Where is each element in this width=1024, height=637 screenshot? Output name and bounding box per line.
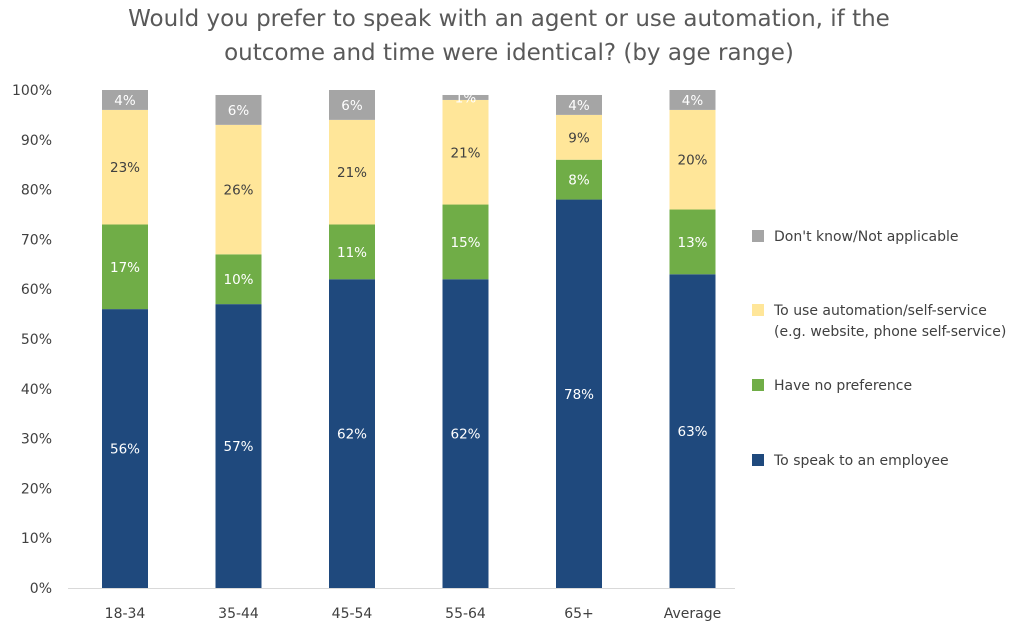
data-label: 4% — [682, 93, 704, 109]
x-tick-label: Average — [664, 606, 722, 622]
legend-label: Don't know/Not applicable — [774, 229, 959, 245]
data-label: 21% — [337, 165, 367, 181]
bar-segment — [102, 90, 148, 110]
bar-stack: 62% 15% 21% 1% — [442, 90, 489, 588]
bar-segment — [102, 309, 148, 588]
bar-segment — [102, 109, 148, 225]
legend-item: Don't know/Not applicable — [752, 229, 959, 245]
legend-label: To speak to an employee — [773, 453, 949, 469]
data-label: 1% — [455, 90, 477, 106]
bar-stack: 57% 10% 26% 6% — [215, 94, 262, 588]
y-tick-label: 50% — [21, 332, 52, 348]
data-label: 62% — [337, 427, 367, 443]
bar-segment — [442, 94, 489, 100]
data-label: 56% — [110, 442, 140, 458]
chart-title-line: outcome and time were identical? (by age… — [224, 40, 794, 66]
data-label: 15% — [450, 235, 480, 251]
x-tick-label: 45-54 — [332, 606, 373, 622]
bar-segment — [215, 124, 262, 255]
bar-segment — [215, 304, 262, 588]
bar-segment — [669, 209, 716, 275]
data-label: 17% — [110, 260, 140, 276]
y-tick-label: 60% — [21, 282, 52, 298]
data-label: 23% — [110, 160, 140, 176]
y-tick-label: 90% — [21, 133, 52, 149]
data-label: 9% — [568, 130, 590, 146]
legend-item: To use automation/self-service (e.g. webs… — [752, 303, 1006, 340]
legend-swatch — [752, 304, 764, 316]
data-label: 13% — [677, 235, 707, 251]
bar-segment — [442, 279, 489, 588]
data-label: 10% — [223, 272, 253, 288]
y-tick-label: 70% — [21, 232, 52, 248]
data-label: 57% — [223, 439, 253, 455]
y-tick-label: 30% — [21, 432, 52, 448]
bar-stack: 62% 11% 21% 6% — [329, 90, 375, 588]
bar-segment — [442, 204, 489, 280]
bar-segment — [329, 119, 375, 225]
chart-title: Would you prefer to speak with an agent … — [128, 6, 890, 66]
bar-stack: 56% 17% 23% 4% — [102, 90, 148, 588]
data-label: 78% — [564, 387, 594, 403]
bar-segment — [442, 99, 489, 205]
bar-segment — [102, 224, 148, 310]
y-tick-label: 40% — [21, 382, 52, 398]
data-label: 6% — [228, 103, 250, 119]
chart-title-line: Would you prefer to speak with an agent … — [128, 6, 890, 32]
x-axis: 18-34 35-44 45-54 55-64 65+ Average — [105, 606, 722, 622]
y-axis: 0% 10% 20% 30% 40% 50% 60% 70% 80% 90% 100% — [12, 83, 735, 597]
data-label: 8% — [568, 173, 590, 189]
x-tick-label: 18-34 — [105, 606, 146, 622]
legend-swatch — [752, 454, 764, 466]
legend-swatch — [752, 379, 764, 391]
legend-swatch — [752, 230, 764, 242]
data-label: 62% — [450, 427, 480, 443]
x-tick-label: 55-64 — [445, 606, 486, 622]
bar-segment — [669, 90, 716, 110]
bar-segment — [329, 90, 375, 120]
data-label: 20% — [677, 153, 707, 169]
legend-label: (e.g. website, phone self-service) — [774, 324, 1006, 340]
legend-item: Have no preference — [752, 378, 912, 394]
y-tick-label: 80% — [21, 183, 52, 199]
y-tick-label: 0% — [30, 581, 52, 597]
data-label: 11% — [337, 245, 367, 261]
x-tick-label: 65+ — [564, 606, 594, 622]
data-label: 21% — [450, 145, 480, 161]
y-tick-label: 20% — [21, 481, 52, 497]
y-tick-label: 10% — [21, 531, 52, 547]
bar-segment — [329, 279, 375, 588]
y-tick-label: 100% — [12, 83, 52, 99]
bar-segment — [669, 274, 716, 588]
x-tick-label: 35-44 — [218, 606, 259, 622]
bar-segment — [556, 94, 602, 115]
bar-segment — [556, 199, 602, 588]
data-label: 4% — [114, 93, 136, 109]
bar-segment — [556, 114, 602, 160]
bars: 56% 17% 23% 4% 57% 10% 26% 6% 62% 11% 21% 6% 62% 15% 2… — [102, 90, 716, 588]
bar-segment — [669, 109, 716, 210]
legend-label: To use automation/self-service — [773, 303, 987, 319]
legend-item: To speak to an employee — [752, 453, 949, 469]
data-label: 4% — [568, 98, 590, 114]
data-label: 6% — [341, 98, 363, 114]
legend: Don't know/Not applicable To use automati… — [752, 229, 1006, 469]
bar-segment — [329, 224, 375, 280]
bar-stack: 78% 8% 9% 4% — [556, 94, 602, 588]
legend-label: Have no preference — [774, 378, 912, 394]
data-label: 63% — [677, 424, 707, 440]
data-label: 26% — [223, 183, 253, 199]
bar-stack: 63% 13% 20% 4% — [669, 90, 716, 588]
bar-segment — [215, 94, 262, 125]
bar-segment — [215, 254, 262, 305]
bar-segment — [556, 159, 602, 200]
